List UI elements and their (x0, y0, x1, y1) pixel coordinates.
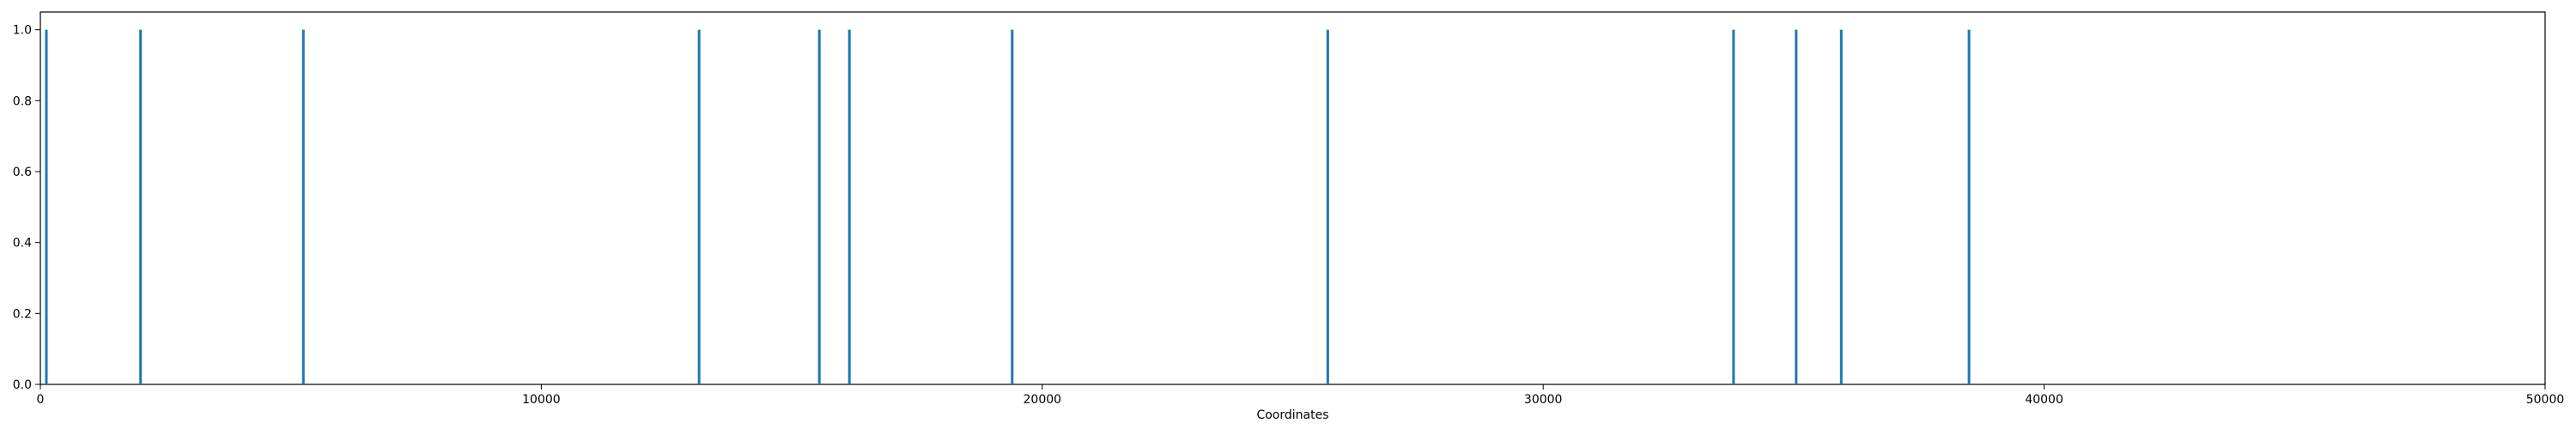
y-tick-label: 0.2 (13, 307, 32, 321)
y-tick-label: 1.0 (13, 24, 32, 38)
bars (45, 29, 1971, 384)
x-tick-label: 20000 (1024, 393, 1062, 407)
plot-area (39, 11, 2546, 385)
plot-frame (39, 11, 2546, 385)
y-axis: 0.0 0.2 0.4 0.6 0.8 1.0 (13, 24, 40, 392)
y-tick-label: 0.4 (13, 237, 32, 251)
y-tick-label: 0.8 (13, 94, 32, 108)
y-tick-label: 0.0 (13, 378, 32, 392)
x-tick-label: 0 (37, 393, 45, 407)
y-tick-label: 0.6 (13, 166, 32, 179)
x-tick-label: 10000 (522, 393, 561, 407)
x-axis-label: Coordinates (1256, 408, 1328, 422)
x-tick-label: 30000 (1524, 393, 1563, 407)
x-tick-label: 50000 (2526, 393, 2565, 407)
x-axis: 0 10000 20000 30000 40000 50000 (37, 384, 2565, 407)
x-tick-label: 40000 (2025, 393, 2063, 407)
